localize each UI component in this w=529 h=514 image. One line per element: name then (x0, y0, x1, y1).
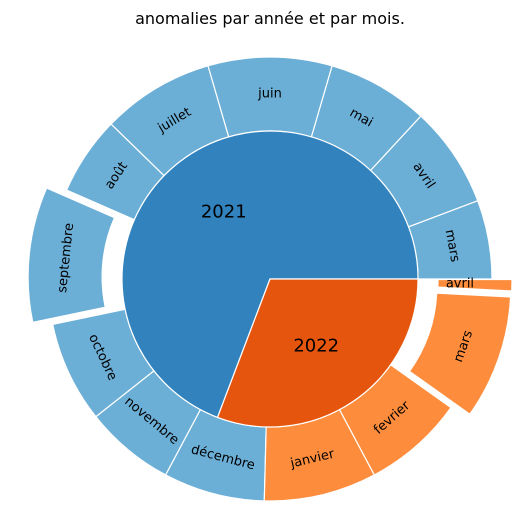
chart-title: anomalies par année et par mois. (135, 9, 405, 28)
year-label-2021: 2021 (201, 202, 247, 223)
year-label-2022: 2022 (293, 335, 339, 356)
year-pie (122, 131, 418, 427)
month-label-4: juin (257, 87, 282, 102)
month-label-14: avril (446, 276, 474, 291)
